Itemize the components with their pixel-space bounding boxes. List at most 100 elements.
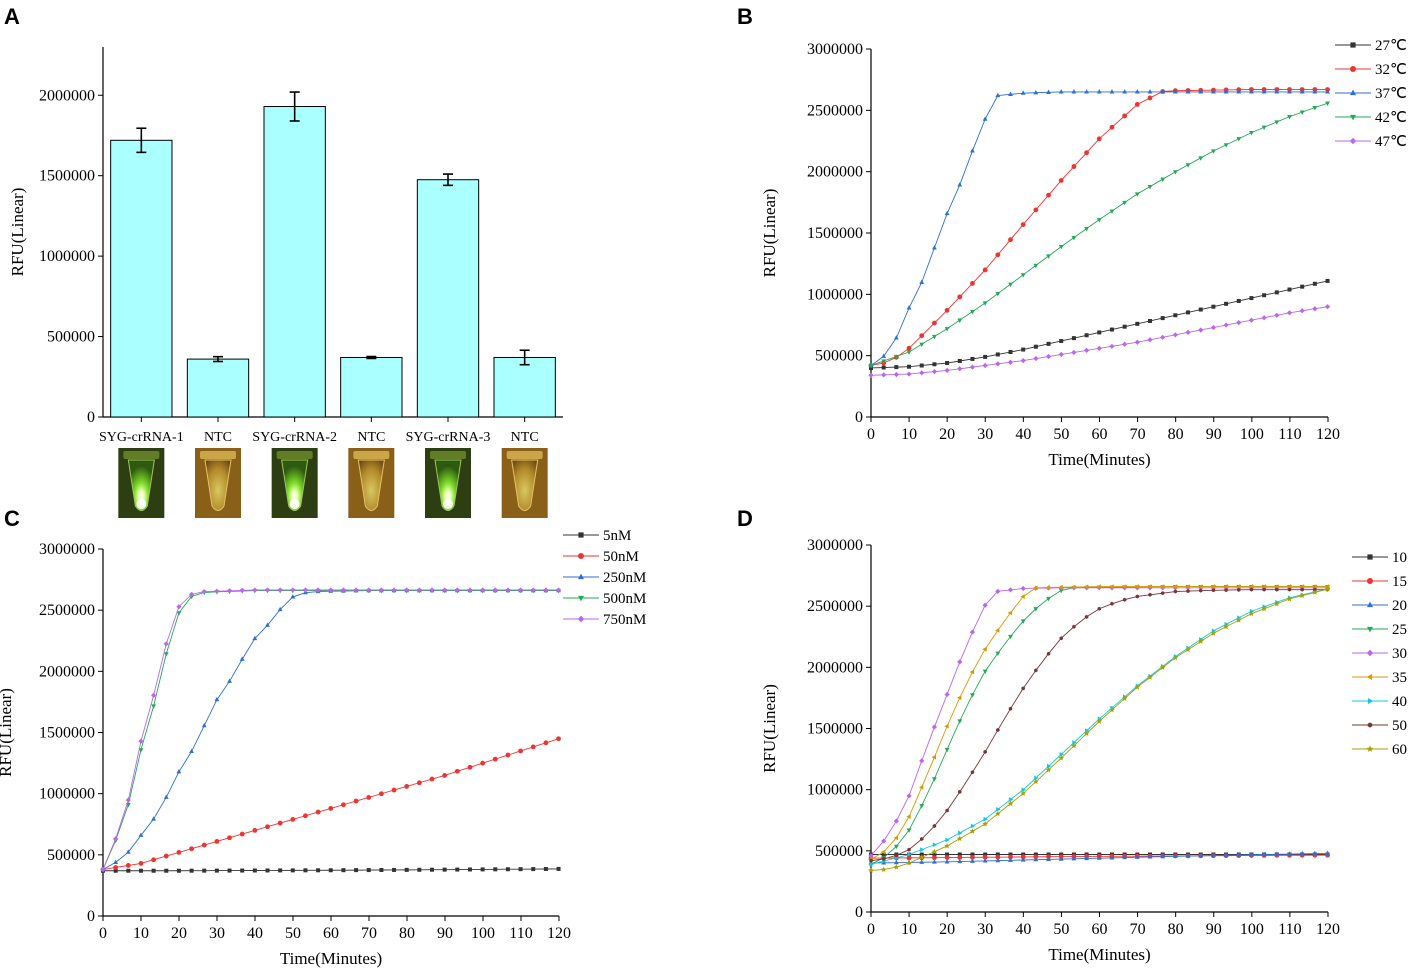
- data-point-50nm: [404, 784, 410, 789]
- data-point-42: [1071, 236, 1077, 241]
- category-label: SYG-crRNA-3: [406, 430, 491, 445]
- data-point-27: [1236, 298, 1241, 303]
- data-point-47: [881, 372, 887, 378]
- data-point-25: [995, 651, 1001, 657]
- data-point-42: [881, 359, 887, 364]
- series-line-500nm: [102, 590, 559, 870]
- data-point-35: [1172, 584, 1177, 589]
- data-point-10: [1008, 852, 1013, 857]
- data-point-60: [1096, 718, 1103, 724]
- y-tick-label: 1000000: [807, 286, 863, 303]
- legend-label: 15: [1392, 574, 1407, 590]
- data-point-42: [1084, 227, 1089, 232]
- data-point-5nm: [341, 868, 346, 873]
- series-25: [868, 584, 1330, 868]
- error-bar: [519, 349, 530, 366]
- data-point-50nm: [315, 809, 321, 815]
- legend-marker: [1366, 745, 1374, 752]
- data-point-50: [932, 824, 937, 829]
- legend-label: 42℃: [1375, 110, 1407, 126]
- series-line-750nm: [102, 589, 559, 870]
- data-point-27: [957, 358, 962, 363]
- data-point-47: [1261, 315, 1267, 321]
- data-point-27: [1071, 336, 1076, 341]
- panel-a: A 0 500000 1000000 1500000 2000000 RFU(Linear…: [4, 4, 563, 518]
- y-tick-label: 2500000: [807, 598, 863, 615]
- legend-label: 50: [1392, 718, 1407, 734]
- data-point-37: [1008, 91, 1013, 96]
- data-point-60: [1109, 706, 1115, 713]
- x-tick-label: 70: [1130, 426, 1146, 443]
- data-point-750nm: [505, 587, 511, 593]
- data-point-42: [1109, 209, 1115, 214]
- data-point-50nm: [556, 736, 561, 742]
- data-point-10: [881, 852, 886, 857]
- data-point-60: [893, 864, 900, 870]
- data-point-40: [1008, 797, 1014, 802]
- data-point-750nm: [328, 587, 334, 593]
- data-point-5nm: [392, 867, 397, 872]
- data-point-35: [1274, 584, 1279, 589]
- data-point-50nm: [163, 853, 169, 859]
- data-point-35: [1058, 584, 1063, 590]
- data-point-5nm: [214, 868, 219, 873]
- legend: 10 15 20 25 30 35 40 50 60: [1352, 550, 1407, 758]
- data-point-20: [944, 859, 950, 864]
- data-point-50: [1198, 588, 1203, 593]
- data-point-50: [1262, 587, 1266, 592]
- data-point-5nm: [151, 868, 156, 873]
- data-point-47: [1083, 347, 1090, 353]
- data-point-50: [1160, 591, 1165, 596]
- data-point-500nm: [151, 704, 157, 709]
- data-point-50nm: [530, 744, 536, 750]
- data-point-32: [1008, 237, 1013, 243]
- data-point-32: [944, 307, 950, 313]
- legend: 5nM 50nM 250nM 500nM 750nM: [563, 528, 646, 628]
- panel-b-chart: 0 500000 1000000 1500000 2000000 2500000 30000…: [760, 38, 1407, 469]
- data-point-50nm: [328, 806, 334, 811]
- series-line-37: [870, 91, 1328, 366]
- legend-label: 32℃: [1375, 62, 1407, 78]
- bar-ntc: [340, 356, 403, 418]
- data-point-20: [1096, 855, 1102, 860]
- tube-image: [195, 448, 241, 518]
- tube-cap: [353, 451, 390, 459]
- data-point-5nm: [252, 868, 257, 873]
- data-point-5nm: [467, 867, 472, 872]
- data-point-750nm: [366, 587, 372, 593]
- data-point-50nm: [239, 831, 245, 837]
- data-point-37: [982, 116, 988, 121]
- data-point-5nm: [430, 867, 435, 872]
- data-point-250nm: [227, 678, 232, 683]
- data-point-60: [969, 828, 976, 834]
- x-tick-label: 20: [171, 925, 187, 942]
- y-tick-label: 2000000: [39, 663, 95, 680]
- data-point-47: [995, 361, 1001, 367]
- data-point-50nm: [303, 813, 308, 819]
- panel-a-letter: A: [4, 4, 20, 29]
- legend-label: 40: [1392, 694, 1407, 710]
- data-point-50nm: [378, 791, 384, 797]
- x-tick-label: 0: [867, 426, 875, 443]
- data-point-37: [1236, 89, 1242, 94]
- x-axis-title: Time(Minutes): [280, 949, 382, 968]
- error-bar: [136, 127, 147, 154]
- legend-item-250nm: 250nM: [563, 570, 646, 586]
- series-50: [869, 587, 1330, 863]
- y-tick-label: 1000000: [39, 248, 95, 265]
- data-point-10: [970, 852, 975, 857]
- data-point-30: [919, 758, 925, 764]
- data-point-47: [931, 369, 938, 375]
- data-point-47: [1210, 324, 1217, 331]
- data-point-25: [1046, 596, 1051, 602]
- legend-item-20: 20: [1352, 598, 1407, 614]
- panel-c-letter: C: [4, 506, 20, 531]
- data-point-27: [1059, 338, 1064, 343]
- data-point-27: [932, 362, 937, 367]
- data-point-60: [1007, 800, 1014, 807]
- data-point-42: [1198, 156, 1204, 161]
- data-point-500nm: [138, 748, 144, 753]
- data-point-60: [1248, 610, 1255, 617]
- data-point-27: [945, 361, 950, 366]
- data-point-5nm: [480, 867, 485, 872]
